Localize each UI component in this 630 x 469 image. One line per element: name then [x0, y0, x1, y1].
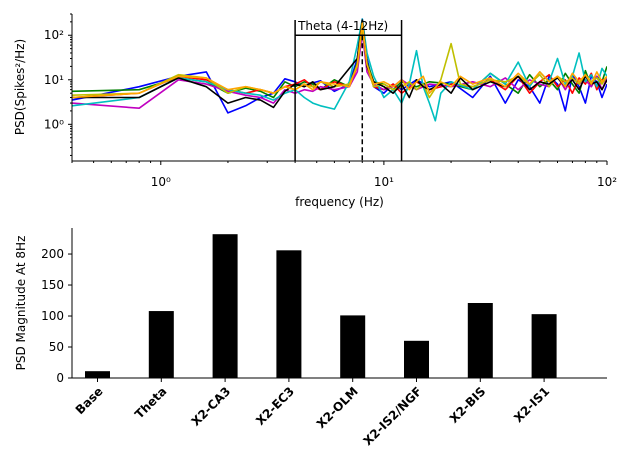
bar-y-tick-label: 100: [41, 309, 64, 323]
theta-band-annotation: Theta (4-12Hz): [294, 19, 403, 161]
psd-8hz-bar-chart: 0 50 100 150 200 Base Theta X2-CA3 X2-EC3 X2-OLM…: [14, 228, 607, 448]
psd-y-axis-label: PSD(Spikes²/Hz): [13, 39, 27, 135]
psd-series-group: [72, 18, 607, 122]
bar-category-label: X2-IS2/NGF: [361, 384, 425, 448]
bar-x2-is2-ngf: [404, 340, 429, 378]
psd-x-axis-label: frequency (Hz): [295, 195, 384, 209]
bar-y-tick-label: 200: [41, 247, 64, 261]
bar-category-label: X2-IS1: [511, 384, 552, 425]
bar-x2-bis: [467, 303, 493, 378]
psd-series-line-7: [72, 19, 607, 109]
psd-y-ticks: 10⁰ 10¹ 10²: [44, 13, 72, 156]
bar-y-axis-label: PSD Magnitude At 8Hz: [14, 236, 28, 371]
bar-category-label: X2-OLM: [314, 384, 361, 431]
psd-x-tick-label: 10¹: [374, 175, 394, 189]
theta-band-label: Theta (4-12Hz): [297, 19, 388, 33]
psd-x-tick-label: 10⁰: [151, 175, 171, 189]
psd-x-ticks: 10⁰ 10¹ 10²: [71, 161, 617, 189]
bar-category-label: X2-BIS: [447, 384, 489, 426]
bar-x2-olm: [340, 315, 366, 378]
bar-base: [85, 371, 110, 378]
bar-y-tick-label: 150: [41, 278, 64, 292]
bar-x2-ca3: [212, 234, 238, 378]
bar-theta: [148, 311, 174, 378]
psd-x-tick-label: 10²: [597, 175, 617, 189]
psd-y-tick-label: 10⁰: [44, 117, 64, 131]
bar-category-label: Theta: [132, 384, 169, 421]
bar-y-tick-label: 0: [56, 371, 64, 385]
psd-series-line-4: [72, 32, 607, 109]
bar-category-label: X2-CA3: [189, 384, 234, 429]
bar-y-ticks: 0 50 100 150 200: [41, 247, 72, 385]
bar-x2-is1: [531, 314, 557, 378]
psd-y-tick-label: 10²: [44, 28, 64, 42]
psd-series-line-5: [72, 18, 607, 122]
psd-y-tick-label: 10¹: [44, 73, 64, 87]
psd-series-line-8: [72, 22, 607, 99]
bar-group: [85, 234, 557, 378]
bar-category-label: Base: [73, 384, 106, 417]
bar-category-ticks: Base Theta X2-CA3 X2-EC3 X2-OLM X2-IS2/NGF X2-…: [73, 378, 552, 448]
bar-y-tick-label: 50: [49, 340, 64, 354]
bar-x2-ec3: [276, 250, 302, 378]
psd-line-chart: Theta (4-12Hz) 10⁰ 10¹ 10² 10⁰ 10¹ 10² frequ…: [13, 13, 617, 209]
bar-category-label: X2-EC3: [253, 384, 297, 428]
